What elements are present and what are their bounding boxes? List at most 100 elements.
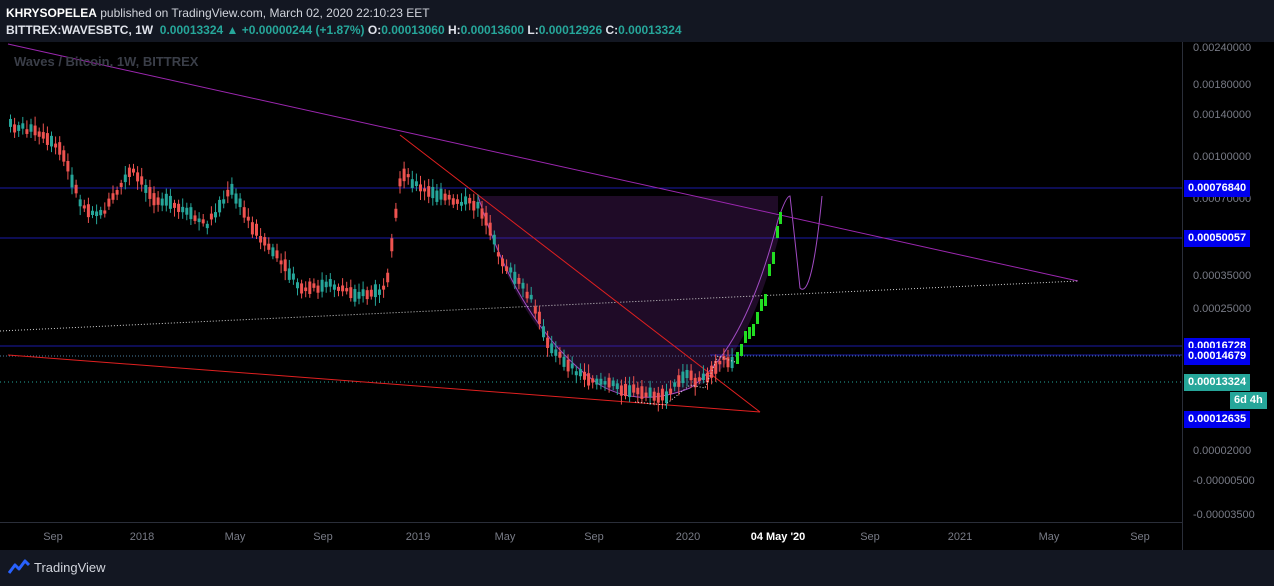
candle-body xyxy=(710,365,714,378)
candle-body xyxy=(537,311,541,324)
candle-body xyxy=(115,190,119,195)
candle-body xyxy=(291,273,295,280)
candle-body xyxy=(619,385,623,396)
candle-body xyxy=(197,218,201,223)
price-axis[interactable]: 0.00240000 0.00180000 0.00140000 0.00100000… xyxy=(1182,42,1274,550)
candle-body xyxy=(722,356,726,361)
candle-body xyxy=(386,272,390,283)
time-tick-label: Sep xyxy=(43,531,63,543)
candle-body xyxy=(54,143,58,148)
time-tick-label: 2019 xyxy=(405,531,431,543)
candle-body xyxy=(193,215,197,221)
candle-body xyxy=(406,174,410,178)
candle-body xyxy=(546,337,550,348)
candle-body xyxy=(341,285,345,292)
candle-body xyxy=(410,179,414,189)
price-level-badge[interactable]: 0.00014679 xyxy=(1184,348,1251,365)
candle-body xyxy=(205,223,209,229)
candle-body xyxy=(673,382,677,387)
candle-body xyxy=(156,197,160,205)
candle-body xyxy=(164,193,168,206)
candle-body xyxy=(501,258,504,267)
candle-body xyxy=(726,357,730,368)
projection-candle xyxy=(779,212,782,224)
price-level-badge[interactable]: 0.00050057 xyxy=(1184,230,1251,247)
candle-body xyxy=(517,277,521,284)
candle-body xyxy=(558,351,562,358)
candle-body xyxy=(103,210,107,214)
projection-candle xyxy=(776,226,779,238)
price-chart[interactable] xyxy=(0,42,1182,522)
candle-body xyxy=(693,377,697,388)
candle-body xyxy=(595,378,599,385)
candle-body xyxy=(665,391,668,404)
candle-body xyxy=(17,125,21,131)
candle-body xyxy=(730,356,734,369)
projection-candle xyxy=(768,264,771,276)
candle-body xyxy=(230,183,234,195)
candle-body xyxy=(431,186,435,199)
symbol-info: BITTREX:WAVESBTC, 1W 0.00013324 ▲ +0.000… xyxy=(6,23,682,37)
candle-body xyxy=(119,182,123,187)
candle-body xyxy=(279,260,283,265)
high-value: 0.00013600 xyxy=(460,23,525,37)
candle-body xyxy=(132,168,135,173)
price-tick-label: -0.00003500 xyxy=(1193,509,1255,521)
candle-body xyxy=(562,356,566,367)
candle-body xyxy=(320,279,324,292)
candle-body xyxy=(148,187,152,199)
candle-body xyxy=(250,222,254,235)
candle-body xyxy=(603,381,607,385)
last-price: 0.00013324 xyxy=(159,23,224,37)
candle-body xyxy=(78,199,82,207)
price-tick-label: 0.00035000 xyxy=(1193,270,1252,282)
tradingview-logo-icon[interactable] xyxy=(8,559,30,575)
candle-body xyxy=(353,289,357,302)
projection-candle xyxy=(756,312,759,324)
candle-body xyxy=(587,373,591,386)
price-level-badge[interactable]: 0.00012635 xyxy=(1184,411,1251,428)
author-name[interactable]: KHRYSOPELEA xyxy=(6,6,97,20)
symbol-label[interactable]: BITTREX:WAVESBTC, 1W xyxy=(6,23,154,37)
tradingview-brand[interactable]: TradingView xyxy=(34,560,106,575)
candle-body xyxy=(218,199,222,213)
time-tick-label: May xyxy=(224,531,246,543)
time-tick-label: Sep xyxy=(584,531,604,543)
candle-body xyxy=(521,282,525,289)
candle-body xyxy=(263,237,267,246)
publish-info: KHRYSOPELEA published on TradingView.com… xyxy=(6,6,430,20)
candle-body xyxy=(29,124,33,132)
candle-body xyxy=(255,223,258,236)
candle-body xyxy=(599,378,603,385)
candle-body xyxy=(550,343,554,354)
candle-body xyxy=(328,279,332,287)
candle-body xyxy=(37,131,41,137)
candle-body xyxy=(488,222,492,236)
candle-body xyxy=(41,132,45,139)
candle-body xyxy=(472,200,476,211)
candle-body xyxy=(496,252,500,257)
price-level-badge[interactable]: 0.00076840 xyxy=(1184,180,1251,197)
candle-body xyxy=(324,281,328,288)
candle-body xyxy=(308,281,312,294)
candle-body xyxy=(660,388,664,401)
candle-body xyxy=(185,207,189,215)
candle-body xyxy=(365,290,369,300)
candle-body xyxy=(644,392,648,398)
candle-body xyxy=(9,118,12,127)
time-axis[interactable]: Sep 2018 May Sep 2019 May Sep 2020 04 May '20 Sep… xyxy=(0,522,1182,551)
candle-body xyxy=(337,286,340,291)
candle-body xyxy=(394,208,398,218)
candle-body xyxy=(402,168,406,182)
candle-body xyxy=(509,267,513,273)
candle-body xyxy=(357,291,361,299)
chart-pane[interactable]: Waves / Bitcoin, 1W, BITTREX xyxy=(0,42,1182,522)
price-tick-label: 0.00100000 xyxy=(1193,151,1252,163)
candle-body xyxy=(378,289,381,295)
candle-body xyxy=(435,190,439,202)
candle-body xyxy=(423,188,427,192)
current-price-badge[interactable]: 0.00013324 xyxy=(1184,374,1251,391)
candle-body xyxy=(82,205,86,209)
candle-body xyxy=(312,283,316,288)
candle-body xyxy=(127,167,131,178)
